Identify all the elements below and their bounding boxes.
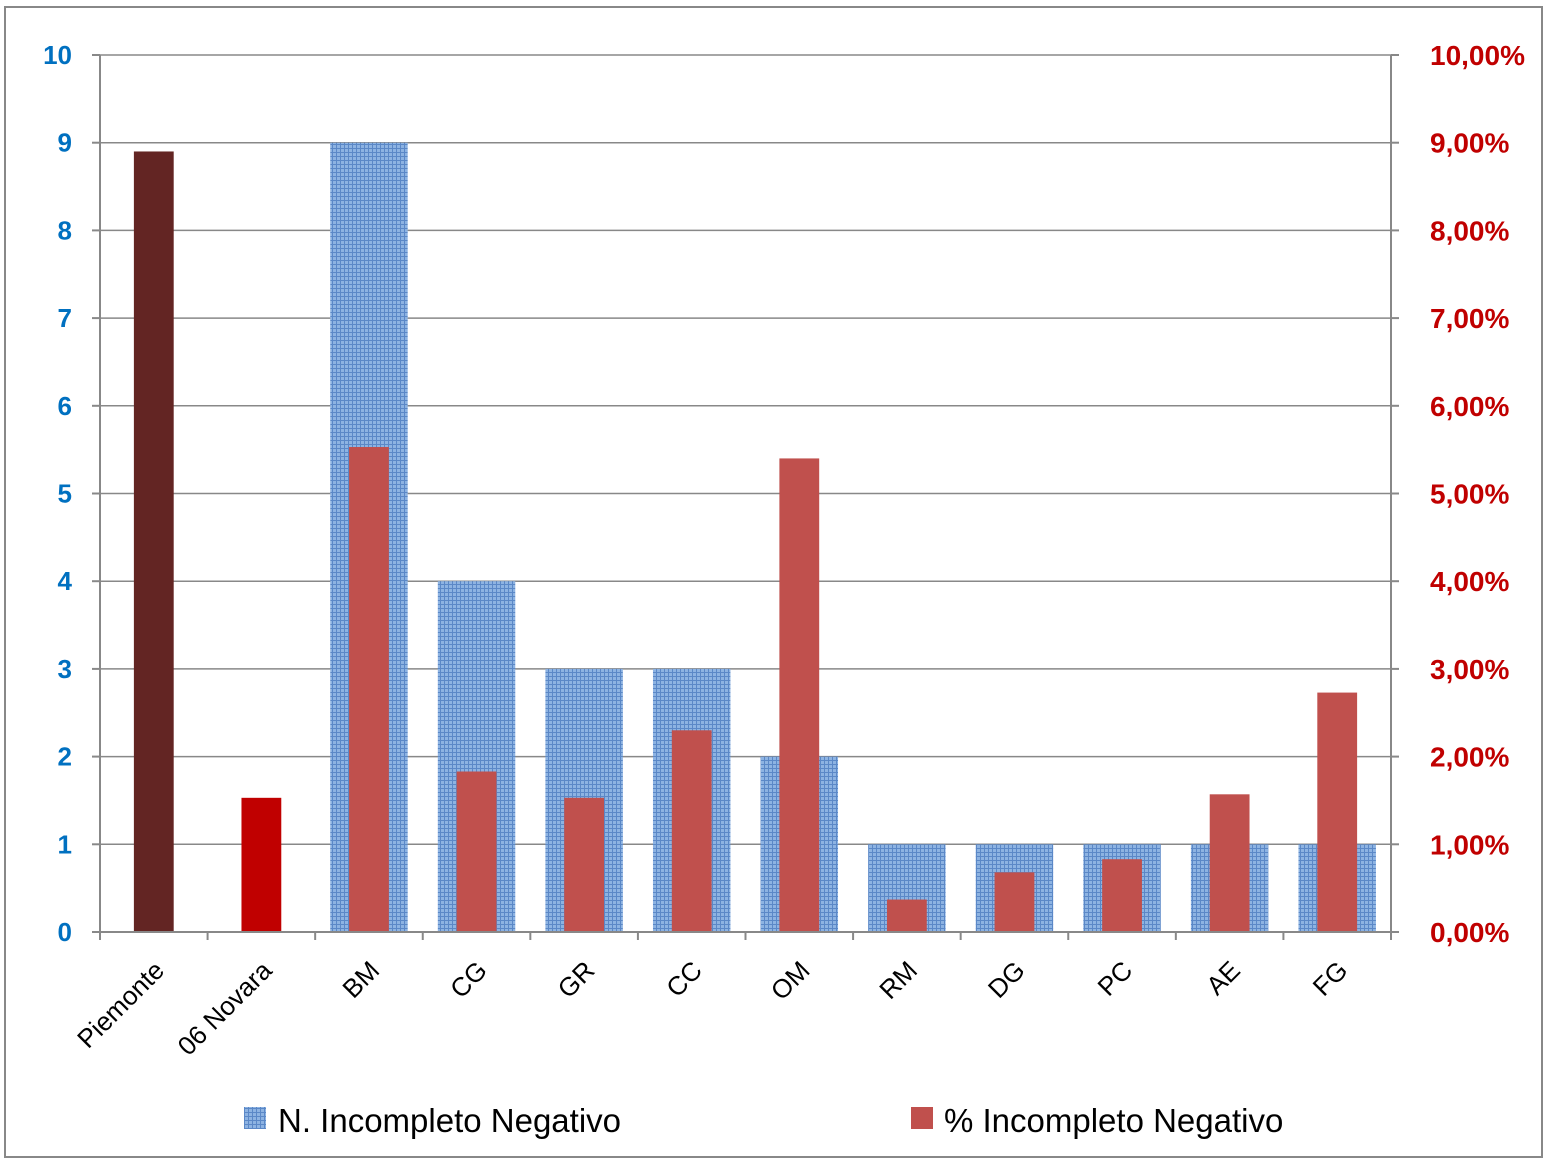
left-tick-label: 3 [58,654,72,684]
legend-swatch-percent [911,1107,933,1129]
left-tick-label: 10 [43,40,72,70]
right-tick-label: 0,00% [1430,917,1509,948]
right-tick-label: 3,00% [1430,654,1509,685]
left-tick-label: 7 [58,303,72,333]
chart-frame [4,6,1543,1158]
bar-percent-CG [456,771,497,932]
axes [92,54,1399,940]
category-label: Piemonte [71,955,170,1054]
bar-percent-FG [1317,692,1358,932]
left-tick-label: 5 [58,479,72,509]
bar-percent-GR [564,797,605,932]
right-tick-label: 1,00% [1430,829,1509,860]
category-label: CC [660,955,708,1003]
bar-percent-DG [994,872,1035,932]
bar-percent-PC [1102,859,1142,932]
left-axis-ticks: 0 1 2 3 4 5 6 7 8 9 10 [43,40,72,947]
left-tick-label: 6 [58,391,72,421]
category-label: GR [552,955,601,1004]
right-axis-ticks: 0,00% 1,00% 2,00% 3,00% 4,00% 5,00% 6,00% 7,00%… [1430,40,1525,948]
bar-percent-CC [671,730,712,932]
category-label: RM [873,955,923,1005]
category-label: FG [1307,955,1354,1002]
right-tick-label: 2,00% [1430,742,1509,773]
category-label: BM [336,955,385,1004]
legend-label-count: N. Incompleto Negativo [278,1102,621,1139]
category-label: PC [1092,955,1139,1002]
bar-percent-BM [349,447,389,932]
legend-label-percent: % Incompleto Negativo [944,1102,1283,1139]
series-percent-bars [133,151,1358,933]
bar-percent-RM [886,899,927,932]
left-tick-label: 8 [58,215,72,245]
right-tick-label: 6,00% [1430,391,1509,422]
legend: N. Incompleto Negativo % Incompleto Nega… [244,1102,1283,1139]
category-label: OM [765,955,816,1006]
right-tick-label: 9,00% [1430,128,1509,159]
category-label: CG [444,955,493,1004]
gridlines [100,54,1391,933]
left-tick-label: 1 [58,829,72,859]
right-tick-label: 8,00% [1430,215,1509,246]
legend-swatch-count [244,1107,266,1129]
right-tick-label: 5,00% [1430,479,1509,510]
left-tick-label: 2 [58,742,72,772]
left-tick-label: 4 [58,566,73,596]
right-tick-label: 4,00% [1430,566,1509,597]
left-tick-label: 0 [58,917,72,947]
bar-percent-AE [1209,794,1250,932]
bar-percent-06 Novara [241,797,282,932]
category-label: 06 Novara [172,955,278,1061]
bar-percent-OM [779,458,820,932]
category-label: AE [1200,955,1246,1001]
bar-percent-Piemonte [133,151,174,933]
left-tick-label: 9 [58,128,72,158]
right-tick-label: 10,00% [1430,40,1525,71]
category-labels: Piemonte 06 Novara BM CG GR CC OM RM DG PC AE FG [71,955,1353,1061]
right-tick-label: 7,00% [1430,303,1509,334]
category-label: DG [982,955,1031,1004]
